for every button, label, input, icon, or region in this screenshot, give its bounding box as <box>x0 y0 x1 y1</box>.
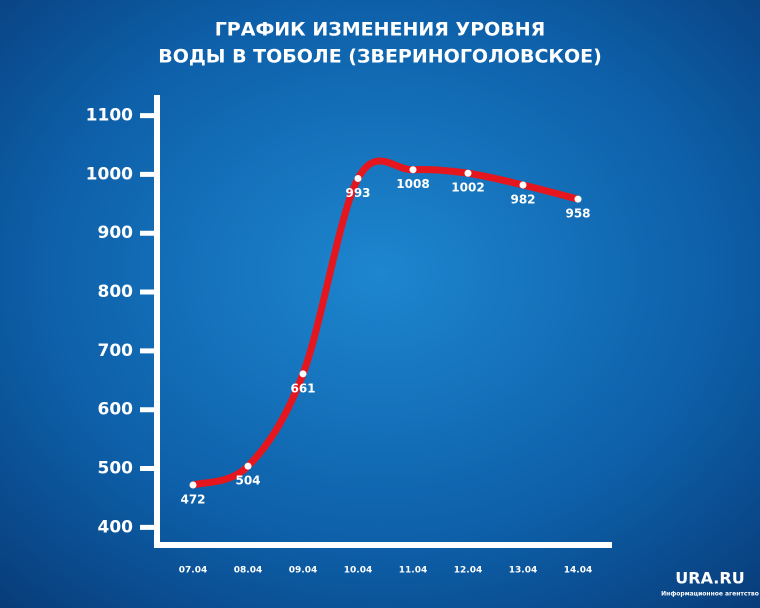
x-tick-label: 09.04 <box>289 566 317 576</box>
value-label: 993 <box>345 186 370 200</box>
chart-title: ВОДЫ В ТОБОЛЕ (ЗВЕРИНОГОЛОВСКОЕ) <box>158 46 602 68</box>
x-tick-label: 14.04 <box>564 566 592 576</box>
value-label: 1008 <box>396 177 429 191</box>
x-tick-label: 07.04 <box>179 566 207 576</box>
point <box>299 370 307 378</box>
x-tick-label: 11.04 <box>399 566 427 576</box>
y-tick-label: 1000 <box>86 164 133 184</box>
watermark: URA.RU <box>675 569 744 588</box>
x-tick-label: 10.04 <box>344 566 372 576</box>
point <box>519 181 527 189</box>
value-label: 661 <box>290 381 315 395</box>
value-label: 982 <box>510 193 535 207</box>
y-tick-label: 600 <box>98 400 134 420</box>
y-tick-label: 700 <box>98 341 134 361</box>
point <box>189 481 197 489</box>
y-tick-label: 400 <box>98 517 134 537</box>
y-tick-label: 900 <box>98 223 134 243</box>
point <box>464 169 472 177</box>
x-tick-label: 08.04 <box>234 566 262 576</box>
point <box>409 166 417 174</box>
point <box>244 462 252 470</box>
x-tick-label: 12.04 <box>454 566 482 576</box>
value-label: 504 <box>235 474 260 488</box>
value-label: 1002 <box>451 181 484 195</box>
y-tick-label: 500 <box>98 459 134 479</box>
point <box>574 195 582 203</box>
chart-title: ГРАФИК ИЗМЕНЕНИЯ УРОВНЯ <box>215 19 546 41</box>
y-tick-label: 1100 <box>86 106 133 126</box>
watermark-subtitle: Информационное агентство <box>661 591 759 598</box>
point <box>354 175 362 183</box>
value-label: 472 <box>180 493 205 507</box>
y-tick-label: 800 <box>98 282 134 302</box>
x-tick-label: 13.04 <box>509 566 537 576</box>
value-label: 958 <box>565 207 590 221</box>
